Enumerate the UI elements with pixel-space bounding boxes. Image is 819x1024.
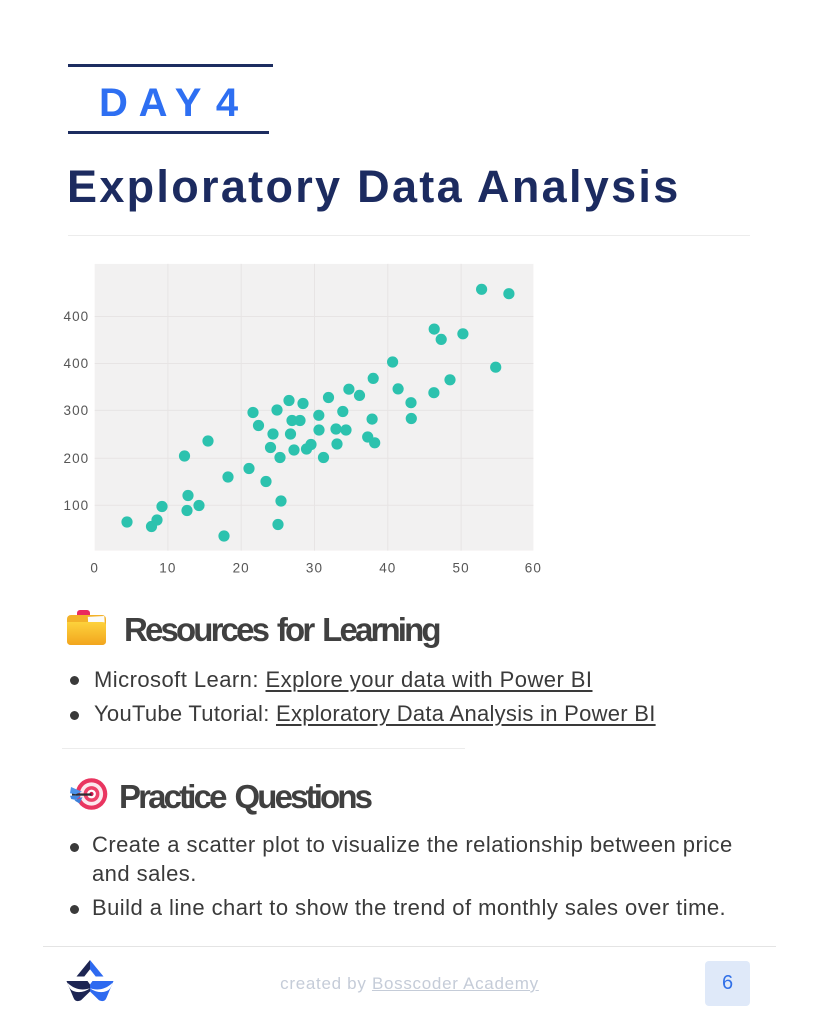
svg-text:200: 200 bbox=[63, 451, 89, 466]
svg-text:40: 40 bbox=[379, 561, 396, 576]
svg-text:300: 300 bbox=[63, 403, 89, 418]
svg-text:400: 400 bbox=[63, 356, 89, 371]
svg-text:30: 30 bbox=[306, 561, 323, 576]
svg-text:50: 50 bbox=[452, 561, 469, 576]
svg-text:20: 20 bbox=[233, 561, 250, 576]
svg-text:10: 10 bbox=[159, 561, 176, 576]
svg-text:400: 400 bbox=[63, 309, 89, 324]
svg-text:100: 100 bbox=[63, 498, 89, 513]
svg-text:60: 60 bbox=[525, 561, 542, 576]
svg-text:0: 0 bbox=[90, 561, 99, 576]
